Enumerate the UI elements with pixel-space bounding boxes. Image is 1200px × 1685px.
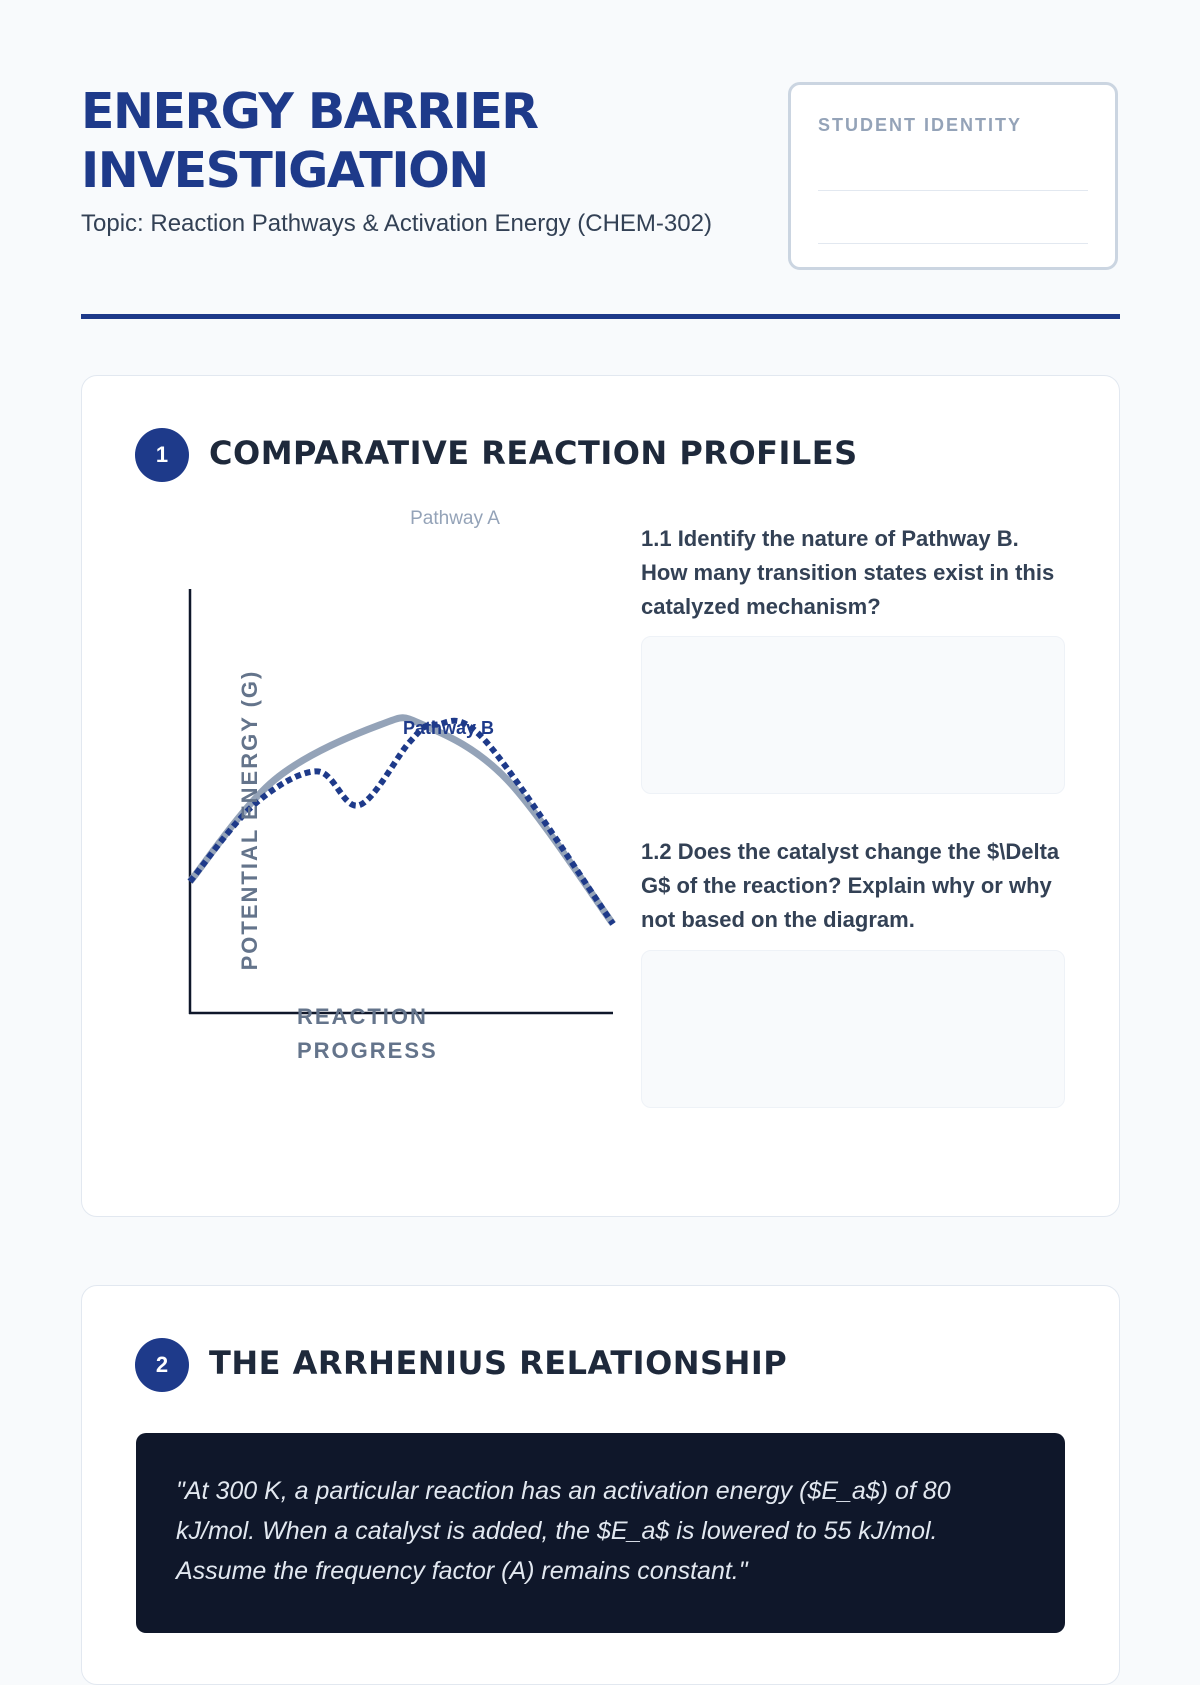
question-1-2: 1.2 Does the catalyst change the $\Delta… (641, 839, 1060, 932)
question-1-1: 1.1 Identify the nature of Pathway B. Ho… (641, 526, 1055, 619)
section-2-badge: 2 (135, 1338, 189, 1392)
pathway-b-label: Pathway B (403, 718, 495, 738)
section-1-heading: COMPARATIVE REACTION PROFILES (209, 434, 858, 472)
student-identity-label: STUDENT IDENTITY (818, 115, 1023, 135)
y-axis-label: POTENTIAL ENERGY (G) (237, 669, 262, 971)
x-axis-label: REACTION PROGRESS (297, 1004, 438, 1063)
page-title: ENERGY BARRIER INVESTIGATION (81, 83, 539, 199)
student-identity-box: STUDENT IDENTITY (788, 82, 1118, 270)
section-1-badge: 1 (135, 428, 189, 482)
header-divider (81, 314, 1120, 319)
reaction-profile-chart (187, 589, 616, 1015)
answer-box-1-2[interactable] (641, 950, 1065, 1108)
answer-box-1-1[interactable] (641, 636, 1065, 794)
problem-statement: "At 300 K, a particular reaction has an … (136, 1433, 1065, 1633)
problem-quote-text: "At 300 K, a particular reaction has an … (176, 1477, 951, 1585)
identity-id-line[interactable] (818, 243, 1088, 244)
page-subtitle: Topic: Reaction Pathways & Activation En… (81, 210, 712, 237)
series-line-pathway-b (187, 717, 616, 926)
identity-name-line[interactable] (818, 190, 1088, 191)
section-2-heading: THE ARRHENIUS RELATIONSHIP (209, 1344, 788, 1382)
pathway-a-label: Pathway A (410, 508, 500, 529)
